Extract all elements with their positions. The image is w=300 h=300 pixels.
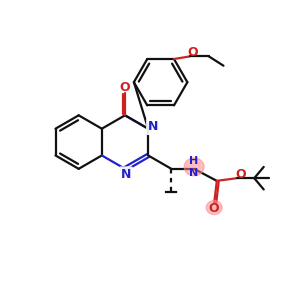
- Ellipse shape: [184, 158, 204, 176]
- Text: N: N: [148, 120, 158, 133]
- Text: O: O: [120, 81, 130, 94]
- Text: N: N: [121, 168, 131, 181]
- Text: O: O: [236, 168, 246, 181]
- Text: H
N: H N: [189, 156, 199, 178]
- Text: O: O: [209, 202, 219, 215]
- Ellipse shape: [206, 201, 222, 214]
- Text: O: O: [188, 46, 198, 59]
